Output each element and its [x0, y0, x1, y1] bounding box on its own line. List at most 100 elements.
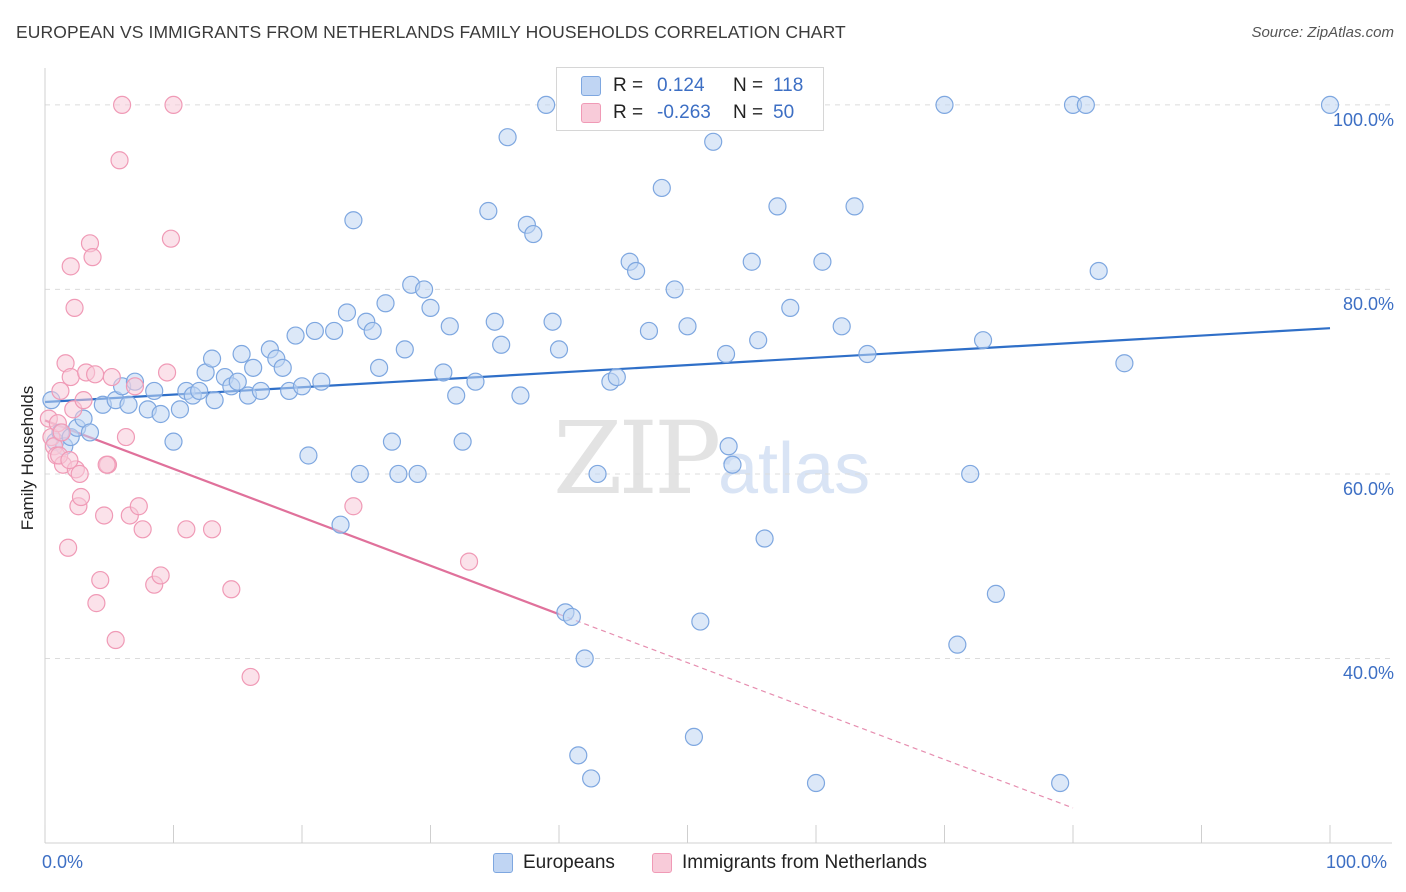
europeans-point: [485, 312, 504, 331]
netherlands-point: [125, 377, 145, 396]
europeans-point: [858, 344, 877, 364]
europeans-point: [704, 132, 723, 151]
europeans-point: [232, 344, 251, 364]
netherlands-point: [60, 451, 79, 470]
europeans-point: [447, 386, 466, 405]
europeans-point: [684, 727, 704, 746]
europeans-point: [395, 340, 414, 359]
europeans-point: [1051, 773, 1070, 793]
netherlands-point: [459, 552, 479, 571]
europeans-point: [389, 464, 408, 484]
legend-r-value: 0.124: [657, 75, 705, 96]
europeans-point: [382, 432, 402, 451]
netherlands-point: [83, 248, 102, 267]
netherlands-point: [106, 630, 125, 650]
legend-n-label: N =: [733, 75, 764, 96]
netherlands-point: [70, 464, 89, 484]
europeans-point: [806, 773, 826, 793]
y-tick-label: 80.0%: [1342, 294, 1394, 315]
europeans-point: [170, 400, 190, 419]
europeans-point: [1076, 95, 1095, 115]
europeans-point: [768, 197, 787, 216]
legend-r-value: -0.263: [657, 102, 711, 123]
europeans-point: [749, 331, 768, 350]
europeans-point: [562, 607, 581, 627]
europeans-point: [466, 372, 485, 391]
europeans-point: [299, 446, 318, 465]
europeans-point: [543, 312, 562, 331]
grid-lines: [45, 104, 1392, 659]
europeans-point: [344, 211, 363, 230]
netherlands-point: [222, 580, 241, 599]
europeans-point: [376, 294, 395, 313]
axes: [44, 68, 1392, 844]
legend-label-netherlands: Immigrants from Netherlands: [682, 852, 927, 873]
europeans-point: [151, 404, 170, 424]
europeans-point: [845, 197, 864, 216]
legend-n-label: N =: [733, 102, 764, 123]
europeans-point: [1115, 354, 1134, 373]
netherlands-point: [151, 566, 170, 585]
europeans-point: [575, 649, 594, 668]
netherlands-point: [65, 298, 84, 317]
europeans-point: [421, 298, 440, 317]
europeans-point: [569, 746, 588, 765]
europeans-point: [312, 372, 331, 391]
europeans-point: [537, 95, 556, 115]
europeans-point: [286, 326, 305, 345]
netherlands-point: [86, 365, 105, 384]
europeans-point: [755, 529, 774, 548]
europeans-point: [228, 372, 247, 391]
europeans-point: [350, 464, 369, 484]
netherlands-point: [164, 95, 183, 115]
netherlands-point: [112, 95, 132, 115]
europeans-point: [742, 252, 761, 271]
netherlands-point: [157, 363, 177, 382]
data-points: [39, 95, 1340, 793]
europeans-point: [244, 358, 263, 377]
netherlands-point: [133, 520, 152, 539]
europeans-point: [511, 386, 530, 405]
legend-r-label: R =: [613, 102, 644, 123]
europeans-point: [678, 317, 697, 336]
legend-swatch-europeans: [493, 853, 513, 873]
netherlands-point: [59, 538, 78, 557]
europeans-point: [292, 377, 312, 396]
y-axis-label: Family Households: [18, 385, 37, 531]
europeans-point: [961, 464, 980, 484]
europeans-point: [440, 317, 459, 336]
series-legend: Europeans Immigrants from Netherlands: [0, 852, 1406, 878]
europeans-point: [723, 455, 742, 474]
netherlands-point: [202, 520, 222, 539]
netherlands-point: [52, 423, 71, 442]
europeans-point: [652, 178, 671, 198]
europeans-point: [1320, 95, 1340, 115]
europeans-point: [691, 612, 710, 631]
europeans-point: [190, 381, 209, 401]
europeans-point: [626, 261, 646, 281]
europeans-point: [434, 363, 453, 382]
netherlands-trend-line: [44, 419, 560, 616]
europeans-point: [588, 464, 607, 484]
y-tick-label: 100.0%: [1332, 109, 1394, 130]
x-tick-label-max: 100.0%: [1326, 852, 1388, 872]
netherlands-point: [110, 151, 129, 170]
chart-title: EUROPEAN VS IMMIGRANTS FROM NETHERLANDS …: [16, 22, 846, 42]
y-tick-label: 60.0%: [1342, 478, 1394, 499]
europeans-point: [719, 437, 738, 456]
europeans-point: [414, 280, 434, 299]
netherlands-point: [51, 381, 70, 401]
europeans-point: [549, 340, 569, 359]
europeans-point: [935, 95, 954, 115]
netherlands-point: [87, 594, 106, 613]
europeans-point: [492, 335, 511, 354]
netherlands-point: [61, 257, 80, 276]
europeans-point: [205, 391, 224, 410]
legend-row-europeans: R = 0.124 N = 118: [581, 73, 803, 99]
europeans-point: [273, 358, 292, 377]
correlation-legend: R = 0.124 N = 118 R = -0.263 N = 50: [556, 67, 824, 131]
europeans-point: [145, 381, 164, 401]
europeans-point: [453, 432, 472, 451]
netherlands-point: [95, 506, 114, 525]
europeans-point: [832, 317, 851, 336]
